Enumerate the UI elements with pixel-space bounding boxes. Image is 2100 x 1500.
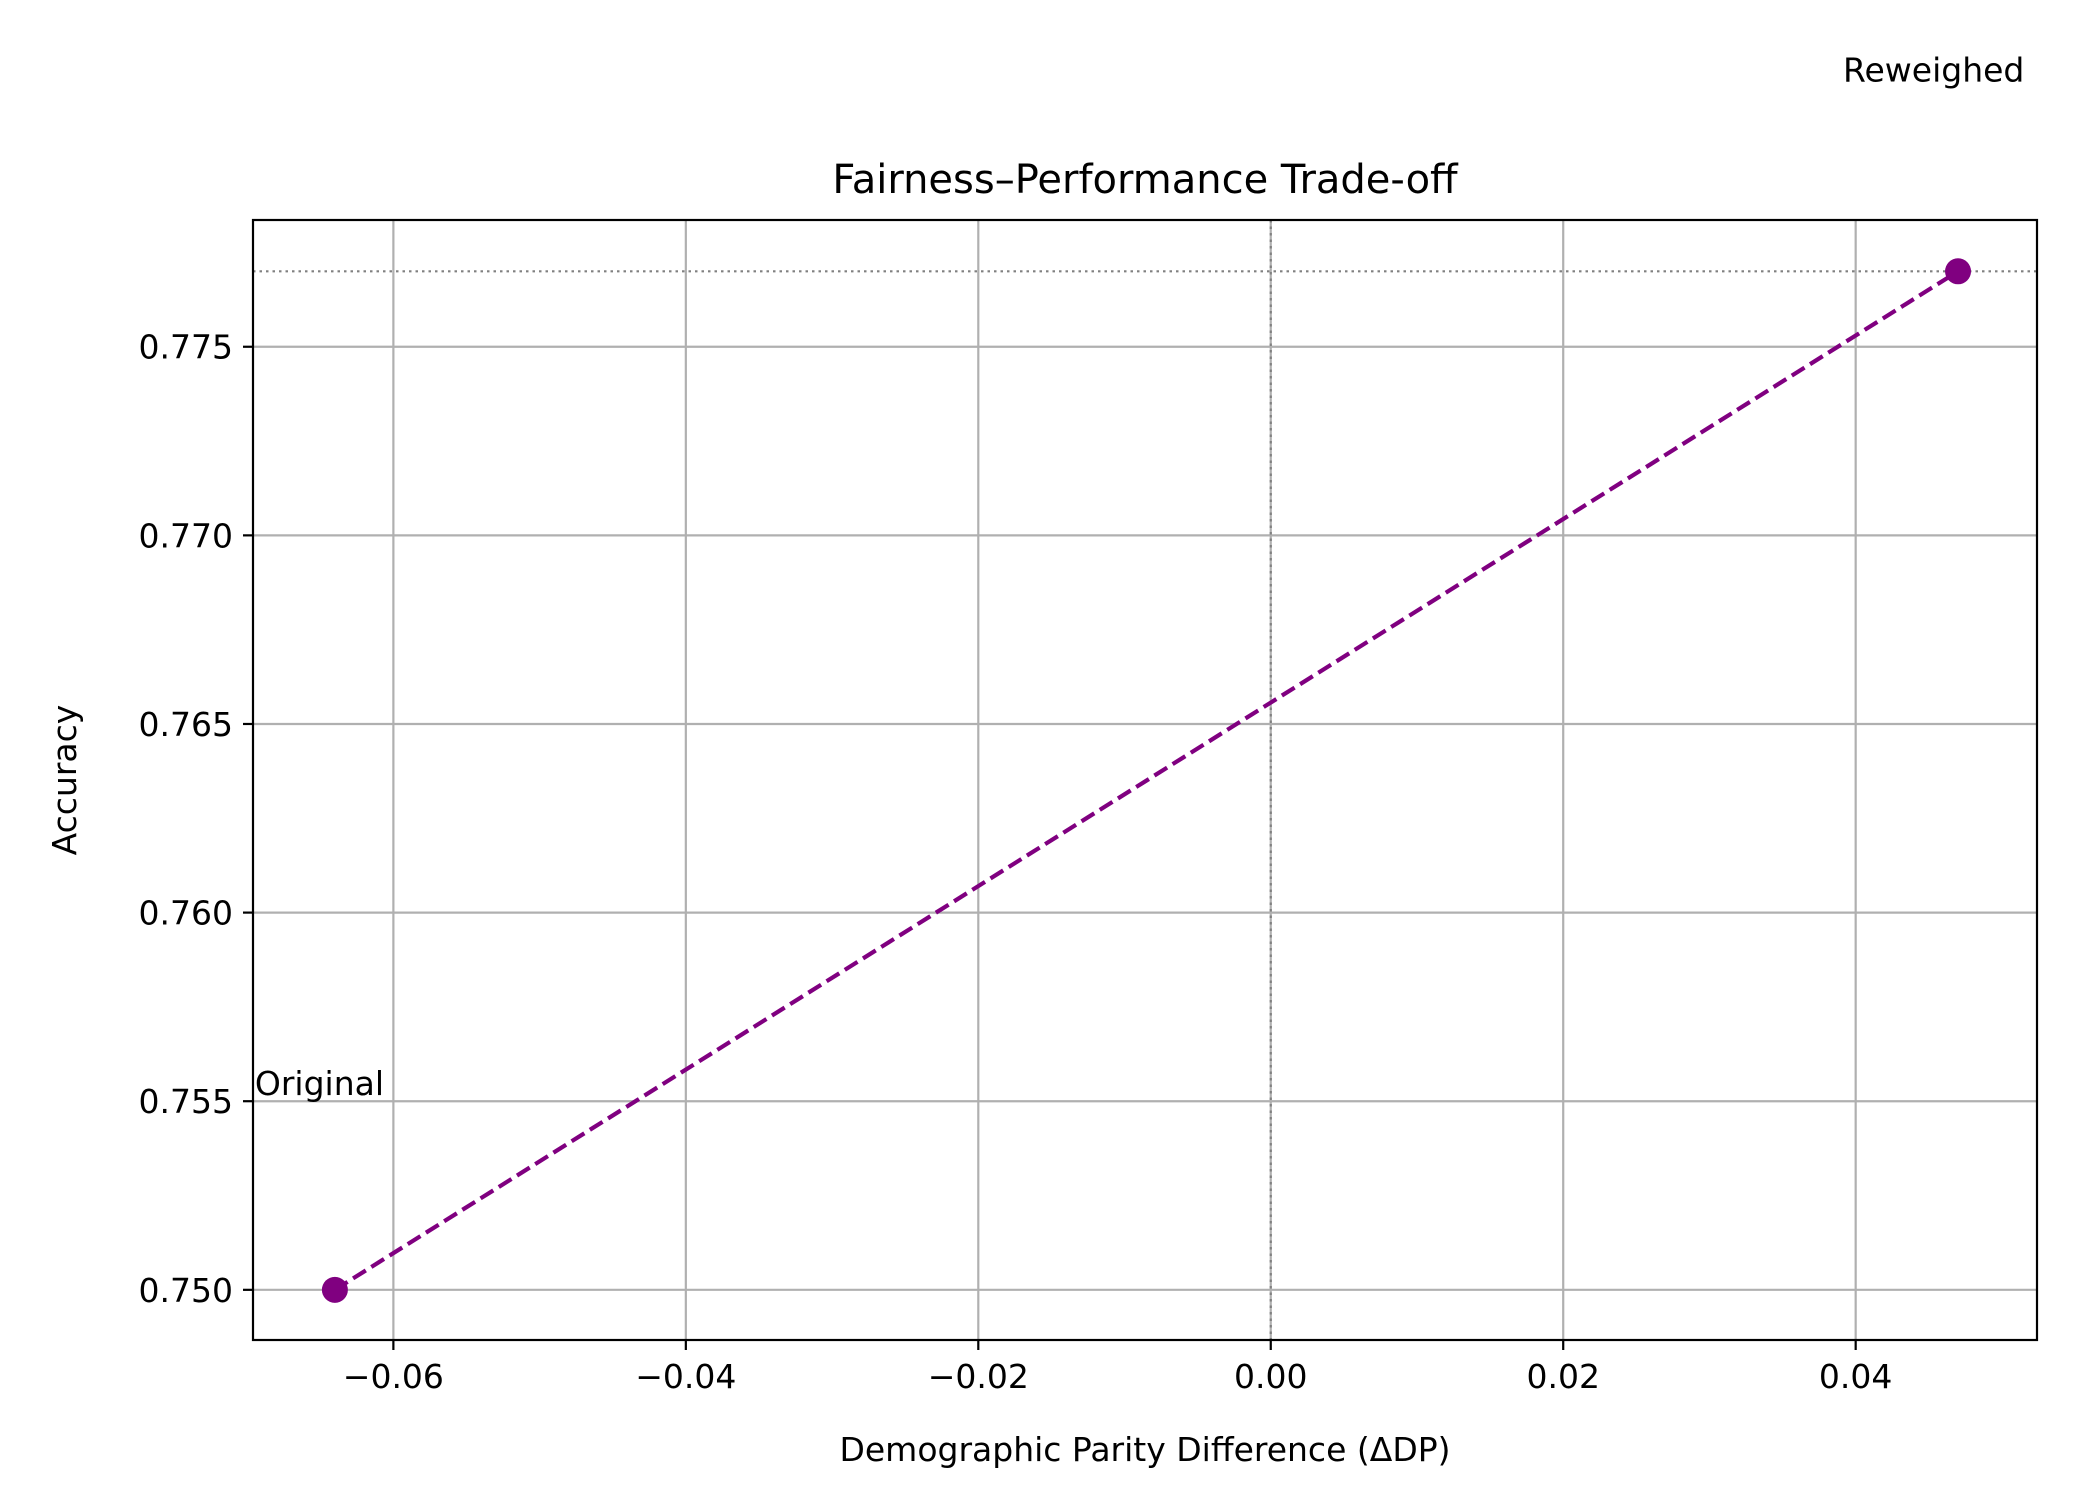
data-point	[321, 1276, 348, 1303]
x-tick-label: −0.02	[928, 1357, 1029, 1396]
y-tick-label: 0.755	[139, 1082, 233, 1121]
series: Original Reweighed	[255, 50, 2024, 1303]
x-tick-label: 0.02	[1526, 1357, 1599, 1396]
x-tick-label: 0.04	[1819, 1357, 1892, 1396]
y-axis-label: Accuracy	[45, 705, 84, 856]
y-tick-label: 0.770	[139, 516, 233, 555]
x-tick-label: −0.04	[635, 1357, 736, 1396]
point-label: Reweighed	[1843, 50, 2024, 89]
x-axis-label: Demographic Parity Difference (ΔDP)	[839, 1430, 1450, 1469]
y-tick-label: 0.750	[139, 1271, 233, 1310]
series-line	[333, 269, 1960, 1292]
x-tick-label: 0.00	[1234, 1357, 1307, 1396]
ticks: −0.06 −0.04 −0.02 0.00 0.02 0.04 0.750 0.755 0.7…	[139, 328, 1893, 1396]
point-label: Original	[255, 1064, 384, 1103]
x-tick-label: −0.06	[343, 1357, 444, 1396]
plot-frame	[251, 218, 2039, 1342]
reference-lines	[253, 220, 2037, 1340]
y-tick-label: 0.765	[139, 705, 233, 744]
y-tick-label: 0.775	[139, 328, 233, 367]
grid	[253, 220, 2037, 1340]
data-point	[1945, 258, 1972, 285]
chart-title: Fairness–Performance Trade-off	[832, 157, 1459, 203]
y-tick-label: 0.760	[139, 894, 233, 933]
